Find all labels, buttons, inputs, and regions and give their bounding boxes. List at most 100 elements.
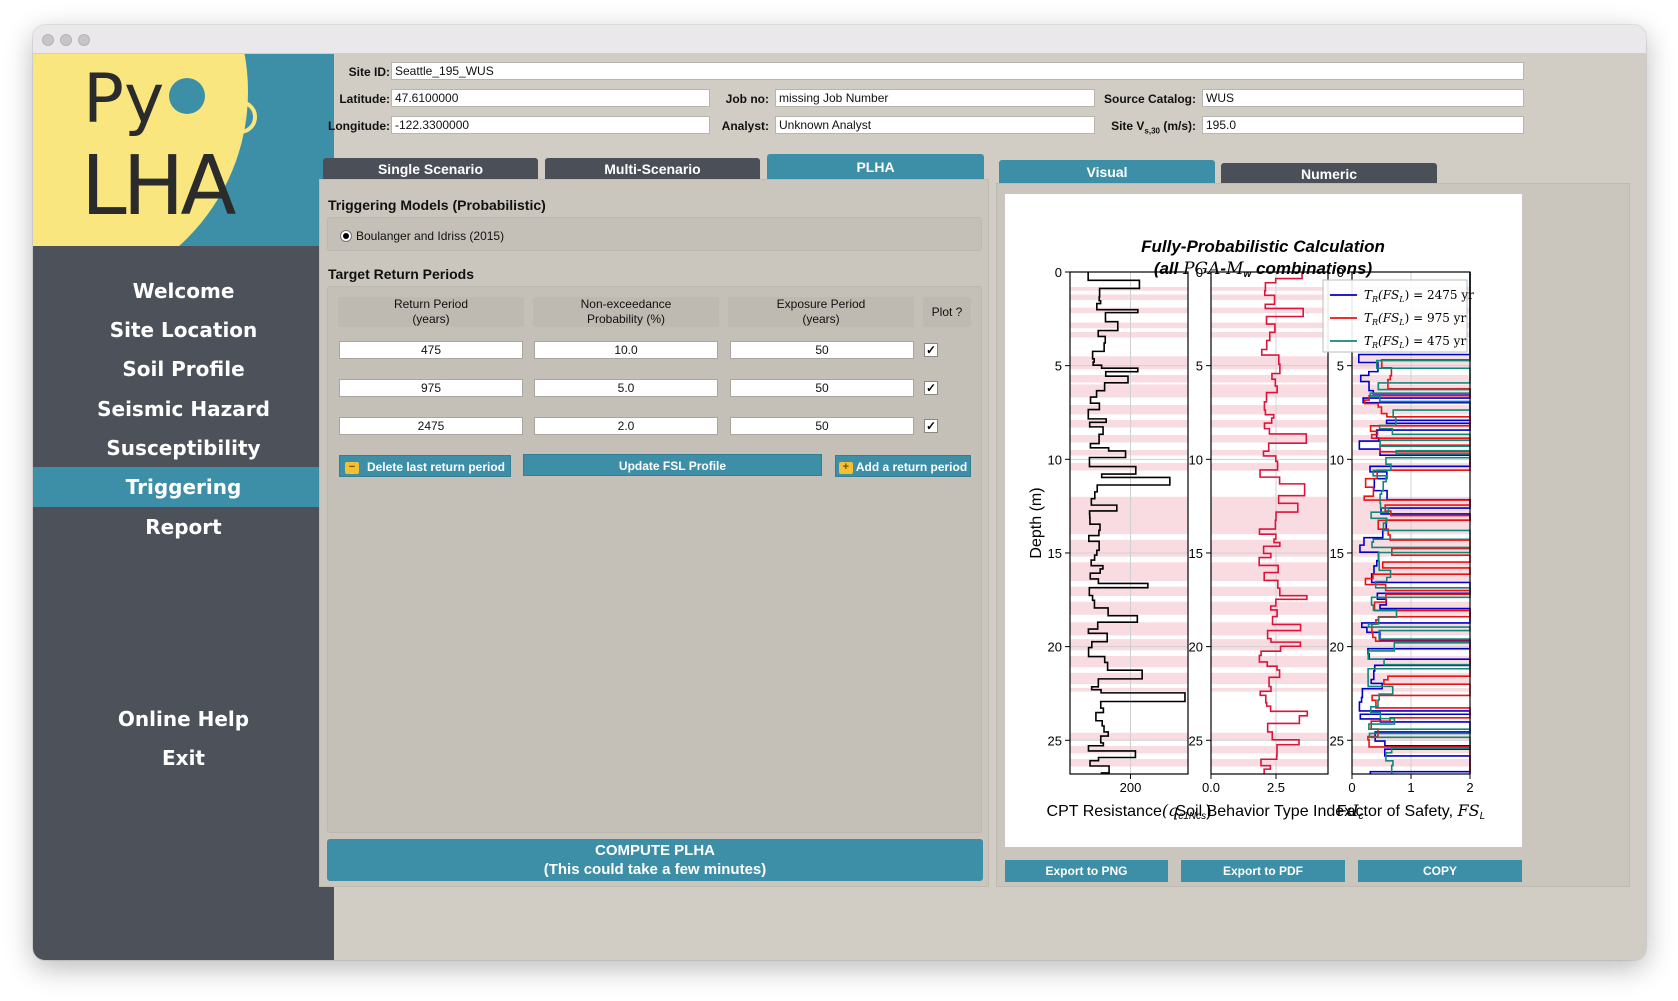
- site-vs30-field[interactable]: 195.0: [1202, 116, 1524, 134]
- x-tick-label: 2.5: [1267, 780, 1285, 795]
- analyst-label: Analyst:: [721, 119, 769, 133]
- plus-icon: +: [838, 461, 853, 474]
- return-period-input[interactable]: 2475: [339, 417, 523, 435]
- minus-icon: −: [344, 461, 359, 474]
- liquefiable-band: [1070, 745, 1188, 754]
- update-fsl-profile-button[interactable]: Update FSL Profile: [523, 454, 822, 476]
- liquefiable-band: [1070, 732, 1188, 741]
- liquefiable-band: [1211, 463, 1328, 471]
- y-tick-label: 10: [1330, 452, 1344, 467]
- export-png-button[interactable]: Export to PNG: [1005, 860, 1168, 882]
- series-line: [1357, 272, 1471, 774]
- logo-py-text: Py: [83, 60, 165, 139]
- exposure-period-input[interactable]: 50: [730, 379, 914, 397]
- y-tick-label: 15: [1048, 546, 1062, 561]
- panel-frame: [1069, 271, 1189, 775]
- liquefiable-band: [1070, 294, 1188, 301]
- longitude-field[interactable]: -122.3300000: [391, 116, 710, 134]
- liquefiable-band: [1211, 356, 1328, 370]
- nav-item-seismic-hazard[interactable]: Seismic Hazard: [97, 397, 270, 421]
- probability-input[interactable]: 10.0: [534, 341, 718, 359]
- add-return-period-button[interactable]: + Add a return period: [835, 455, 971, 477]
- liquefiable-band: [1211, 384, 1328, 398]
- x-tick-label: 200: [1120, 780, 1142, 795]
- exposure-period-input[interactable]: 50: [730, 341, 914, 359]
- compute-plha-button[interactable]: COMPUTE PLHA (This could take a few minu…: [327, 839, 983, 881]
- panel-frame: [1210, 271, 1329, 775]
- close-window-button[interactable]: [42, 34, 54, 46]
- liquefiable-band: [1070, 322, 1188, 329]
- nav-item-soil-profile[interactable]: Soil Profile: [122, 357, 245, 381]
- series-line: [1258, 272, 1309, 774]
- liquefiable-band: [1211, 639, 1328, 651]
- probability-input[interactable]: 5.0: [534, 379, 718, 397]
- zoom-window-button[interactable]: [78, 34, 90, 46]
- delete-return-period-button[interactable]: − Delete last return period: [339, 455, 511, 477]
- pylha-logo: Py LHA: [33, 54, 334, 246]
- y-tick-label: 15: [1330, 546, 1344, 561]
- header-probability: Non-exceedance Probability (%): [533, 297, 719, 327]
- liquefiable-band: [1070, 384, 1188, 398]
- source-catalog-field[interactable]: WUS: [1202, 89, 1524, 107]
- plot-checkbox[interactable]: ✓: [924, 381, 938, 395]
- export-pdf-button[interactable]: Export to PDF: [1181, 860, 1345, 882]
- site-id-field[interactable]: Seattle_195_WUS: [391, 62, 1524, 80]
- legend-label: TR(FSL) = 475 yr: [1364, 334, 1466, 350]
- liquefiable-band: [1211, 687, 1328, 692]
- tab-single-scenario[interactable]: Single Scenario: [323, 158, 538, 180]
- exposure-period-input[interactable]: 50: [730, 417, 914, 435]
- liquefiable-band: [1070, 687, 1188, 692]
- probability-input[interactable]: 2.0: [534, 417, 718, 435]
- nav-item-online-help[interactable]: Online Help: [117, 707, 250, 731]
- minimize-window-button[interactable]: [60, 34, 72, 46]
- y-tick-label: 0: [1337, 265, 1344, 280]
- job-no-field[interactable]: missing Job Number: [775, 89, 1095, 107]
- liquefiable-band: [1070, 622, 1188, 636]
- return-period-input[interactable]: 975: [339, 379, 523, 397]
- plot-checkbox[interactable]: ✓: [924, 419, 938, 433]
- latitude-field[interactable]: 47.6100000: [391, 89, 710, 107]
- nav-item-susceptibility[interactable]: Susceptibility: [106, 436, 261, 460]
- liquefiable-band: [1070, 375, 1188, 383]
- latitude-label: Latitude:: [339, 92, 390, 106]
- sidebar: Py LHA Welcome Site Location Soil Profile S…: [33, 54, 334, 960]
- liquefiable-band: [1070, 639, 1188, 651]
- liquefiable-band: [1211, 434, 1328, 443]
- y-tick-label: 0: [1196, 265, 1203, 280]
- liquefiable-band: [1211, 562, 1328, 582]
- tab-multi-scenario[interactable]: Multi-Scenario: [545, 158, 760, 180]
- chart-subtitle: (all PGA-Mw combinations): [1154, 259, 1373, 280]
- return-period-input[interactable]: 475: [339, 341, 523, 359]
- nav-item-triggering[interactable]: Triggering: [33, 467, 334, 507]
- model-radio-button[interactable]: [340, 230, 352, 242]
- tab-plha[interactable]: PLHA: [767, 154, 984, 180]
- chart-panel-2: [1206, 271, 1329, 779]
- site-id-label: Site ID:: [348, 65, 390, 79]
- x-axis-label: Soil Behavior Type IndexIc: [1175, 801, 1363, 822]
- analyst-field[interactable]: Unknown Analyst: [775, 116, 1095, 134]
- nav-item-report[interactable]: Report: [145, 515, 222, 539]
- series-line: [1087, 272, 1186, 774]
- longitude-label: Longitude:: [328, 119, 390, 133]
- liquefiable-band: [1211, 496, 1328, 535]
- model-radio-label: Boulanger and Idriss (2015): [356, 229, 505, 243]
- nav-item-exit[interactable]: Exit: [162, 746, 205, 770]
- chart-legend: [1322, 279, 1468, 353]
- triggering-models-box: [327, 217, 982, 251]
- legend-label: TR(FSL) = 975 yr: [1364, 311, 1466, 327]
- logo-lha-text: LHA: [81, 139, 236, 234]
- logo-circle-ring: [223, 100, 257, 134]
- title-bar: [33, 25, 1646, 54]
- nav-item-welcome[interactable]: Welcome: [132, 279, 235, 303]
- tab-numeric[interactable]: Numeric: [1221, 163, 1437, 185]
- tab-visual[interactable]: Visual: [999, 160, 1215, 184]
- liquefiable-band: [1070, 496, 1188, 535]
- target-return-periods-title: Target Return Periods: [328, 266, 474, 282]
- copy-button[interactable]: COPY: [1358, 860, 1522, 882]
- liquefiable-band: [1070, 586, 1188, 597]
- nav-item-site-location[interactable]: Site Location: [109, 318, 258, 342]
- y-tick-label: 20: [1189, 640, 1203, 655]
- y-tick-label: 5: [1337, 359, 1344, 374]
- plot-checkbox[interactable]: ✓: [924, 343, 938, 357]
- liquefiable-band: [1211, 294, 1328, 301]
